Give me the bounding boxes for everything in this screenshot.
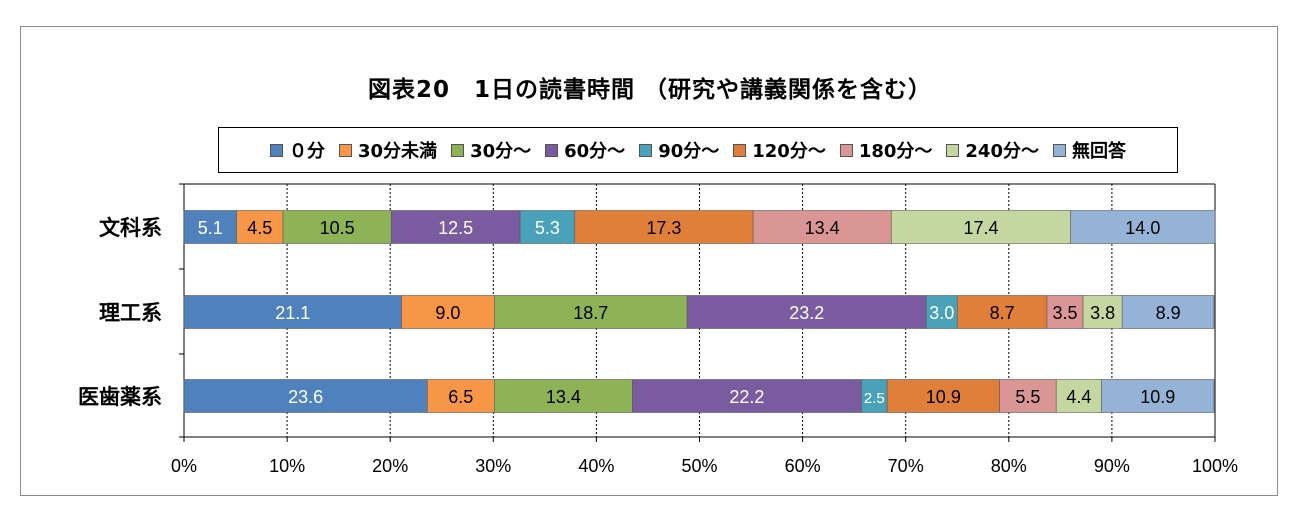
- data-label: 12.5: [438, 218, 473, 238]
- bar-segment: [1046, 295, 1084, 329]
- chart-frame: [20, 26, 1278, 496]
- data-label: 13.4: [805, 218, 840, 238]
- data-label: 4.5: [247, 218, 272, 238]
- legend-item: 240分～: [946, 137, 1039, 163]
- bar-segment: [236, 210, 284, 244]
- data-label: 5.1: [198, 218, 223, 238]
- data-label: 6.5: [448, 387, 473, 407]
- data-label: 17.4: [963, 218, 998, 238]
- legend-item: 90分～: [639, 137, 719, 163]
- data-label: 21.1: [275, 303, 310, 323]
- bar-segment: [183, 379, 428, 413]
- category-label: 理工系: [99, 301, 162, 325]
- legend-swatch: [545, 143, 559, 157]
- legend-swatch: [270, 143, 283, 157]
- x-tick-label: 80%: [991, 456, 1027, 476]
- bar-segment: [752, 210, 892, 244]
- data-label: 4.4: [1066, 387, 1091, 407]
- legend-label: ０分: [289, 141, 325, 162]
- bar-segment: [1055, 379, 1102, 413]
- legend-swatch: [339, 143, 352, 157]
- bar-segment: [686, 295, 927, 329]
- data-label: 3.5: [1052, 303, 1077, 323]
- bar-segment: [494, 295, 688, 329]
- data-label: 3.0: [929, 303, 954, 323]
- legend-swatch: [451, 143, 465, 157]
- data-label: 17.3: [646, 218, 681, 238]
- x-tick-label: 70%: [888, 456, 924, 476]
- legend-label: 180分～: [858, 141, 933, 162]
- chart-legend: ０分 30分未満 30分～ 60分～ 90分～ 120分～ 180分～ 240分～ 無回答: [218, 127, 1178, 173]
- x-tick-label: 60%: [785, 456, 821, 476]
- bar-segment: [1070, 210, 1216, 244]
- x-tick-label: 0%: [171, 456, 197, 476]
- bar-segment: [1121, 295, 1215, 329]
- bar-segment: [632, 379, 862, 413]
- legend-item: 30分未満: [339, 137, 437, 163]
- data-label: 23.2: [789, 303, 824, 323]
- legend-label: 90分～: [658, 141, 720, 162]
- data-label: 2.5: [864, 390, 885, 407]
- legend-swatch: [639, 143, 653, 157]
- bar-segment: [890, 210, 1071, 244]
- legend-label: 無回答: [1071, 141, 1126, 162]
- bar-segment: [956, 295, 1048, 329]
- x-tick-label: 20%: [372, 456, 408, 476]
- data-label: 13.4: [546, 387, 581, 407]
- legend-label: 240分～: [965, 141, 1039, 162]
- x-tick-label: 100%: [1192, 456, 1238, 476]
- data-label: 10.9: [1140, 387, 1175, 407]
- data-label: 22.2: [729, 387, 764, 407]
- data-label: 10.5: [320, 218, 355, 238]
- legend-label: 120分～: [752, 141, 826, 162]
- data-label: 10.9: [926, 387, 961, 407]
- bar-segment: [183, 210, 237, 244]
- data-label: 18.7: [573, 303, 608, 323]
- bar-segment: [861, 379, 888, 413]
- data-label: 23.6: [288, 387, 323, 407]
- x-tick-label: 40%: [578, 456, 614, 476]
- data-label: 5.5: [1015, 387, 1040, 407]
- data-label: 14.0: [1125, 218, 1160, 238]
- bar-segment: [183, 295, 402, 329]
- legend-swatch: [733, 143, 747, 157]
- bar-segment: [886, 379, 1000, 413]
- data-label: 8.7: [990, 303, 1015, 323]
- legend-swatch: [1052, 143, 1066, 157]
- data-label: 3.8: [1090, 303, 1115, 323]
- legend-item: ０分: [270, 137, 325, 163]
- category-label: 文科系: [99, 216, 162, 240]
- legend-item: 無回答: [1052, 137, 1126, 163]
- legend-item: 60分～: [545, 137, 625, 163]
- legend-swatch: [946, 143, 960, 157]
- bar-segment: [282, 210, 392, 244]
- data-label: 5.3: [535, 218, 560, 238]
- bar-segment: [1101, 379, 1215, 413]
- bar-segment: [574, 210, 754, 244]
- data-label: 9.0: [435, 303, 460, 323]
- data-label: 8.9: [1156, 303, 1181, 323]
- legend-item: 30分～: [451, 137, 531, 163]
- legend-swatch: [839, 143, 853, 157]
- legend-label: 30分～: [470, 141, 532, 162]
- legend-label: 60分～: [564, 141, 626, 162]
- legend-label: 30分未満: [358, 141, 438, 162]
- x-tick-label: 30%: [475, 456, 511, 476]
- bar-segment: [390, 210, 521, 244]
- legend-item: 120分～: [733, 137, 826, 163]
- legend-item: 180分～: [839, 137, 933, 163]
- x-tick-label: 10%: [269, 456, 305, 476]
- x-tick-label: 50%: [681, 456, 717, 476]
- bar-segment: [1082, 295, 1123, 329]
- category-label: 医歯薬系: [78, 385, 162, 409]
- bar-segment: [494, 379, 633, 413]
- chart-title: 図表20 1日の読書時間 （研究や講義関係を含む）: [367, 77, 933, 103]
- x-tick-label: 90%: [1094, 456, 1130, 476]
